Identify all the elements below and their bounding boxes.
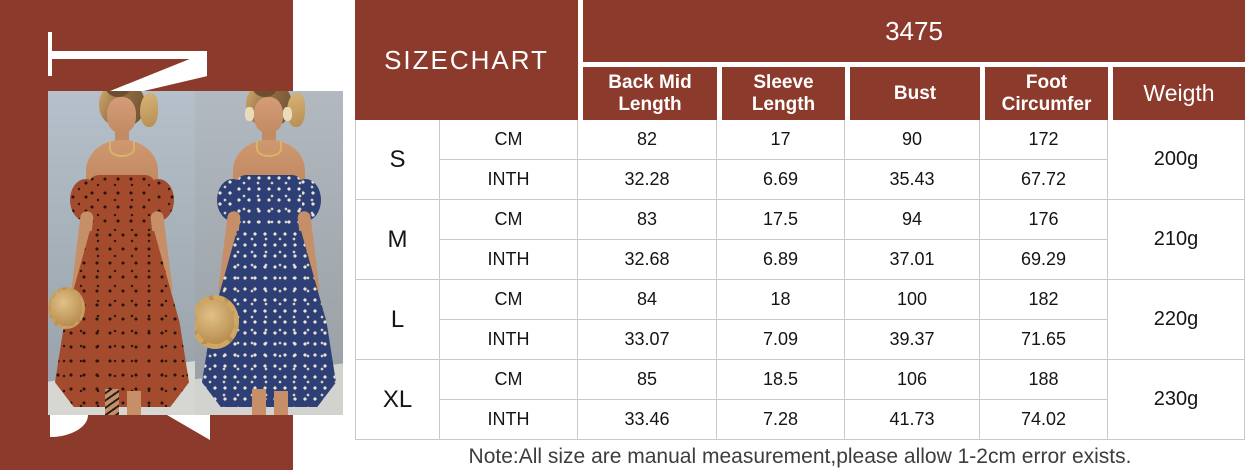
value-cell: 106	[845, 360, 980, 400]
unit-cell-inth: INTH	[440, 240, 578, 280]
value-cell: 32.68	[578, 240, 717, 280]
value-cell: 39.37	[845, 320, 980, 360]
value-cell: 94	[845, 200, 980, 240]
size-cell-M: M	[355, 200, 440, 280]
straw-fan-icon	[195, 295, 239, 349]
necklace-icon	[109, 141, 135, 157]
dress-bodice	[236, 175, 302, 235]
col-header-foot-circumfer: Foot Circumfer	[980, 62, 1108, 120]
unit-cell-inth: INTH	[440, 160, 578, 200]
weight-cell-L: 220g	[1108, 280, 1245, 360]
value-cell: 17	[717, 120, 845, 160]
tassel-earring-icon	[245, 107, 254, 121]
value-cell: 6.69	[717, 160, 845, 200]
table-title: SIZECHART	[355, 0, 578, 120]
value-cell: 176	[980, 200, 1108, 240]
dress-bodice	[89, 175, 155, 235]
unit-cell-cm: CM	[440, 360, 578, 400]
weight-cell-M: 210g	[1108, 200, 1245, 280]
value-cell: 69.29	[980, 240, 1108, 280]
model-leg-sandal-straps	[105, 389, 119, 415]
value-cell: 6.89	[717, 240, 845, 280]
value-cell: 188	[980, 360, 1108, 400]
col-header-bust: Bust	[845, 62, 980, 120]
product-photo-navy-dress	[195, 91, 343, 415]
value-cell: 7.09	[717, 320, 845, 360]
value-cell: 7.28	[717, 400, 845, 440]
value-cell: 74.02	[980, 400, 1108, 440]
tassel-earring-icon	[283, 107, 292, 121]
value-cell: 33.46	[578, 400, 717, 440]
value-cell: 37.01	[845, 240, 980, 280]
model-leg	[274, 391, 288, 415]
value-cell: 85	[578, 360, 717, 400]
value-cell: 82	[578, 120, 717, 160]
size-cell-S: S	[355, 120, 440, 200]
logo-glyph-bar-icon	[50, 51, 207, 59]
value-cell: 33.07	[578, 320, 717, 360]
weight-cell-XL: 230g	[1108, 360, 1245, 440]
value-cell: 18	[717, 280, 845, 320]
model-number: 3475	[578, 0, 1245, 62]
value-cell: 41.73	[845, 400, 980, 440]
value-cell: 71.65	[980, 320, 1108, 360]
model-hair-wisp	[287, 93, 305, 127]
size-cell-L: L	[355, 280, 440, 360]
necklace-icon	[256, 141, 282, 157]
unit-cell-inth: INTH	[440, 400, 578, 440]
value-cell: 83	[578, 200, 717, 240]
value-cell: 32.28	[578, 160, 717, 200]
unit-cell-cm: CM	[440, 200, 578, 240]
weight-cell-S: 200g	[1108, 120, 1245, 200]
value-cell: 100	[845, 280, 980, 320]
model-leg	[127, 391, 141, 415]
product-photo-terracotta-dress	[48, 91, 195, 415]
col-header-weight: Weigth	[1108, 62, 1245, 120]
col-header-back-mid-length: Back Mid Length	[578, 62, 717, 120]
unit-cell-cm: CM	[440, 120, 578, 160]
size-cell-XL: XL	[355, 360, 440, 440]
value-cell: 182	[980, 280, 1108, 320]
model-face	[254, 97, 283, 133]
col-header-sleeve-length: Sleeve Length	[717, 62, 845, 120]
value-cell: 18.5	[717, 360, 845, 400]
model-hair-bun	[106, 91, 130, 97]
model-hair-wisp	[140, 93, 158, 127]
straw-bag-icon	[48, 287, 85, 329]
value-cell: 67.72	[980, 160, 1108, 200]
value-cell: 35.43	[845, 160, 980, 200]
value-cell: 90	[845, 120, 980, 160]
logo-glyph-curve-icon	[50, 415, 88, 437]
size-chart-table: SIZECHART 3475 Back Mid Length Sleeve Le…	[355, 0, 1245, 440]
value-cell: 172	[980, 120, 1108, 160]
unit-cell-inth: INTH	[440, 320, 578, 360]
model-face	[107, 97, 136, 133]
model-hair-bun	[253, 91, 277, 97]
value-cell: 84	[578, 280, 717, 320]
measurement-note: Note:All size are manual measurement,ple…	[468, 444, 1132, 468]
model-leg	[252, 389, 266, 415]
logo-glyph-wedge-icon	[167, 415, 210, 440]
unit-cell-cm: CM	[440, 280, 578, 320]
value-cell: 17.5	[717, 200, 845, 240]
